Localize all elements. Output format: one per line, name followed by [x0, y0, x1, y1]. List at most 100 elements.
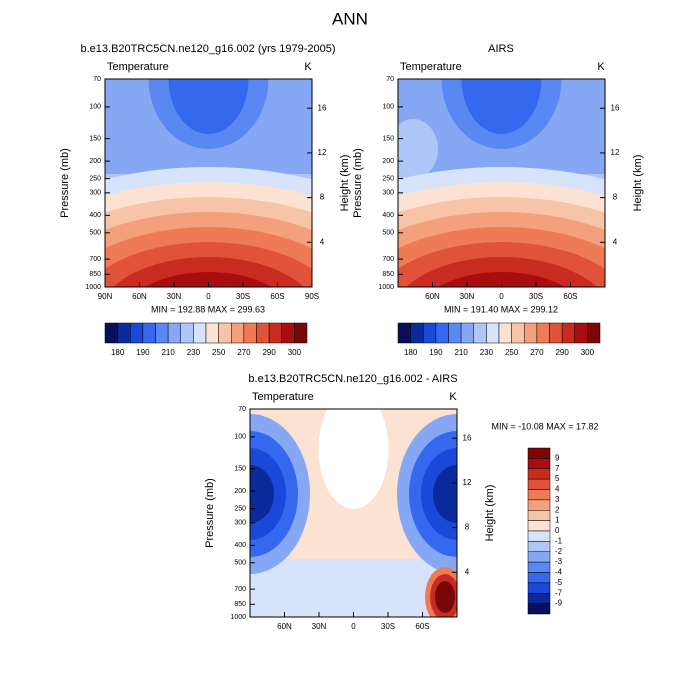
subtitle: AIRS [488, 43, 514, 55]
colorbar-label: 270 [530, 348, 544, 357]
y-tick-label: 500 [89, 230, 101, 237]
colorbar-label: 3 [555, 495, 560, 504]
colorbar-box [527, 530, 551, 542]
colorbar-label: 7 [555, 464, 560, 473]
y-tick-label: 850 [234, 601, 246, 608]
y-tick-label: 300 [382, 190, 394, 197]
colorbar-label: 180 [111, 348, 125, 357]
x-tick-label: 60S [563, 292, 577, 301]
colorbar-label: 300 [288, 348, 302, 357]
colorbar-box [104, 322, 118, 344]
warm-band [145, 272, 272, 287]
y2-tick-label: 4 [465, 567, 470, 576]
x-tick-label: 0 [351, 622, 356, 631]
colorbar-box [527, 561, 551, 573]
y-tick-label: 70 [93, 76, 101, 83]
left-label: Temperature [107, 61, 169, 73]
colorbar-box [527, 582, 551, 594]
colorbar-label: -1 [555, 536, 563, 545]
y-tick-label: 200 [234, 488, 246, 495]
y-tick-label: 850 [382, 271, 394, 278]
colorbar-box [410, 322, 424, 344]
colorbar-box [527, 447, 551, 459]
cold-blob [250, 465, 274, 523]
y-tick-label: 1000 [378, 284, 394, 291]
colorbar-label: 210 [161, 348, 175, 357]
x-tick-label: 60N [277, 622, 292, 631]
colorbar-box [527, 541, 551, 552]
cold-core [461, 79, 542, 134]
colorbar-label: 290 [555, 348, 569, 357]
colorbar-box [130, 322, 144, 344]
colorbar-box [527, 468, 551, 480]
colorbar-box [511, 322, 525, 344]
colorbar-label: 5 [555, 474, 560, 483]
colorbar-box [536, 322, 550, 344]
colorbar-box [527, 510, 551, 521]
colorbar-box [256, 322, 270, 344]
stats: MIN = 191.40 MAX = 299.12 [444, 304, 558, 314]
colorbar-box [460, 322, 474, 344]
y-tick-label: 400 [234, 542, 246, 549]
colorbar-box [527, 478, 551, 490]
right-label: K [304, 61, 312, 73]
y-tick-label: 1000 [230, 614, 246, 621]
x-tick-label: 30S [236, 292, 250, 301]
subtitle: b.e13.B20TRC5CN.ne120_g16.002 (yrs 1979-… [81, 43, 336, 55]
colorbar-box [167, 322, 181, 344]
x-tick-label: 60N [132, 292, 147, 301]
colorbar-box [243, 322, 257, 344]
colorbar-label: -4 [555, 568, 563, 577]
x-tick-label: 30S [381, 622, 395, 631]
y-tick-label: 70 [238, 406, 246, 413]
y-tick-label: 300 [89, 190, 101, 197]
colorbar-label: 190 [429, 348, 443, 357]
y2-tick-label: 12 [463, 478, 472, 487]
colorbar-box [486, 322, 500, 344]
colorbar-label: 4 [555, 485, 560, 494]
colorbar-box [448, 322, 462, 344]
y2-tick-label: 8 [320, 193, 325, 202]
y2-tick-label: 4 [320, 237, 325, 246]
colorbar-box [180, 322, 194, 344]
colorbar-label: -7 [555, 588, 563, 597]
colorbar-box [561, 322, 575, 344]
right-label: K [597, 61, 605, 73]
left-label: Temperature [252, 391, 314, 403]
y-axis-label: Pressure (mb) [59, 148, 71, 218]
colorbar-box [142, 322, 156, 344]
colorbar-box [549, 322, 563, 344]
x-tick-label: 60N [425, 292, 440, 301]
field-white [318, 409, 389, 509]
colorbar-box [281, 322, 295, 344]
figure-title: ANN [332, 9, 368, 28]
y-tick-label: 250 [382, 175, 394, 182]
colorbar-box [155, 322, 169, 344]
y-tick-label: 70 [386, 76, 394, 83]
y-axis-label: Pressure (mb) [352, 148, 364, 218]
y-tick-label: 200 [382, 158, 394, 165]
y-tick-label: 150 [382, 135, 394, 142]
colorbar-box [527, 489, 551, 501]
colorbar-box [268, 322, 282, 344]
y-tick-label: 100 [89, 104, 101, 111]
y-tick-label: 500 [382, 230, 394, 237]
x-tick-label: 90N [98, 292, 113, 301]
colorbar-box [473, 322, 487, 344]
colorbar-label: 1 [555, 516, 560, 525]
colorbar-label: -2 [555, 547, 563, 556]
cold-blob [433, 465, 457, 523]
colorbar-label: 290 [262, 348, 276, 357]
colorbar-label: 190 [136, 348, 150, 357]
colorbar-box [574, 322, 588, 344]
contour-field [398, 79, 605, 287]
colorbar-label: -3 [555, 557, 563, 566]
subtitle: b.e13.B20TRC5CN.ne120_g16.002 - AIRS [248, 373, 457, 385]
y-tick-label: 700 [89, 256, 101, 263]
colorbar-label: -9 [555, 599, 563, 608]
colorbar-box [527, 572, 551, 584]
colorbar-box [527, 593, 551, 604]
colorbar-box [218, 322, 232, 344]
y-tick-label: 100 [382, 104, 394, 111]
warm-blob [435, 581, 455, 613]
